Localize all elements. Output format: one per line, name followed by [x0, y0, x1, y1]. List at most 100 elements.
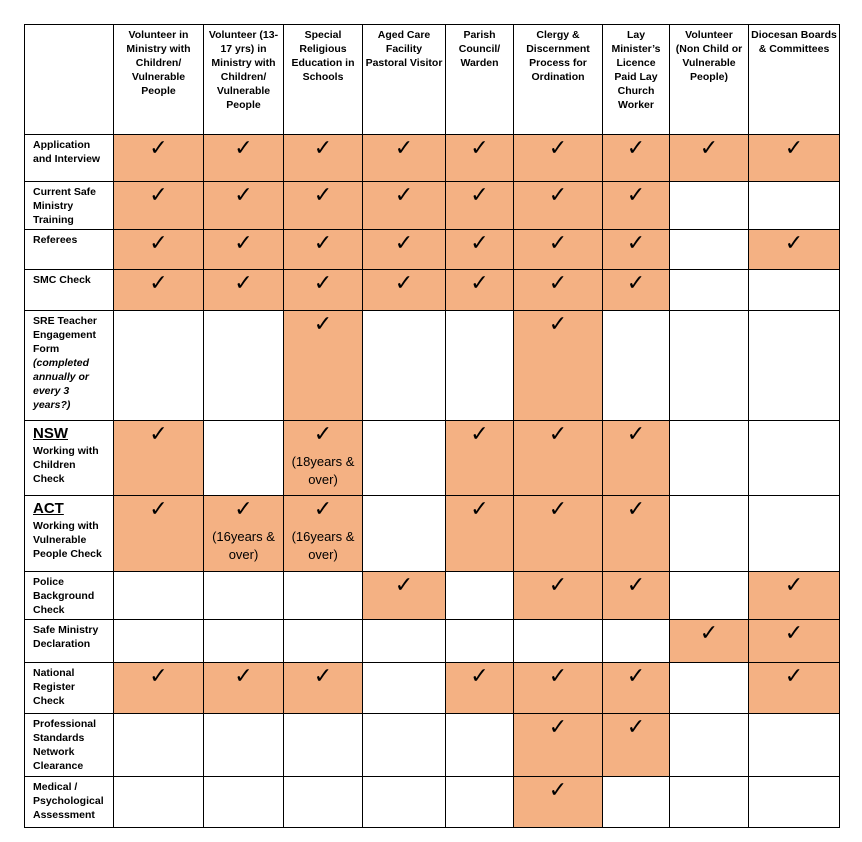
- column-header-label: Diocesan Boards & Committees: [751, 29, 837, 55]
- check-cell: [669, 662, 749, 714]
- check-cell: [203, 571, 284, 620]
- check-cell: ✓: [113, 269, 204, 311]
- column-header: Lay Minister’s Licence Paid Lay Church W…: [602, 24, 670, 135]
- check-cell: [203, 713, 284, 777]
- checkmark-icon: ✓: [149, 497, 168, 522]
- checkmark-icon: ✓: [470, 271, 489, 296]
- table-row: Safe Ministry Declaration ✓ ✓: [24, 619, 840, 663]
- check-cell: [445, 571, 514, 620]
- check-cell: [669, 571, 749, 620]
- check-cell: [113, 571, 204, 620]
- table-row: NSW Working with Children Check ✓ ✓ (18years…: [24, 420, 840, 496]
- checkmark-icon: ✓: [548, 664, 568, 689]
- checkmark-icon: ✓: [626, 271, 646, 296]
- check-cell: ✓: [203, 134, 284, 182]
- check-cell: [669, 420, 749, 496]
- row-header: Current Safe Ministry Training: [24, 181, 114, 230]
- table-row: Professional Standards Network Clearance…: [24, 713, 840, 777]
- check-cell: ✓: [113, 181, 204, 230]
- check-cell: [445, 776, 514, 828]
- row-header: Professional Standards Network Clearance: [24, 713, 114, 777]
- check-cell: ✓: [513, 310, 603, 421]
- check-cell: ✓: [513, 134, 603, 182]
- checkmark-icon: ✓: [699, 621, 719, 646]
- check-cell: ✓: [602, 420, 670, 496]
- check-cell: ✓: [445, 269, 514, 311]
- check-cell: [748, 420, 840, 496]
- row-note: (completed annually or every 3 years?): [33, 357, 90, 411]
- checkmark-icon: ✓: [149, 422, 168, 447]
- table-row: Application and Interview ✓ ✓ ✓ ✓ ✓ ✓ ✓ ✓ ✓: [24, 134, 840, 182]
- check-cell: ✓: [669, 619, 749, 663]
- checkmark-icon: ✓: [313, 664, 333, 689]
- check-cell: [362, 310, 446, 421]
- column-header-label: Volunteer (13-17 yrs) in Ministry with C…: [208, 29, 279, 111]
- checkmark-icon: ✓: [626, 664, 646, 689]
- check-cell: [748, 310, 840, 421]
- check-cell: [362, 420, 446, 496]
- check-cell: ✓: [362, 571, 446, 620]
- checkmark-icon: ✓: [313, 312, 333, 337]
- column-header: Volunteer (Non Child or Vulnerable Peopl…: [669, 24, 749, 135]
- checkmark-icon: ✓: [548, 497, 568, 522]
- check-cell: ✓: [362, 229, 446, 270]
- checkmark-icon: ✓: [234, 271, 253, 296]
- row-label: SMC Check: [33, 274, 91, 286]
- check-cell: ✓: [748, 134, 840, 182]
- check-cell: [445, 619, 514, 663]
- check-cell: ✓: [113, 495, 204, 572]
- check-cell: [748, 181, 840, 230]
- row-label: Application and Interview: [33, 139, 101, 165]
- state-label: ACT: [33, 500, 64, 517]
- check-cell: ✓: [513, 713, 603, 777]
- header-row: Volunteer in Ministry with Children/ Vul…: [24, 24, 840, 135]
- check-cell: ✓: [602, 134, 670, 182]
- check-cell: ✓: [362, 181, 446, 230]
- check-cell: ✓: [113, 134, 204, 182]
- checkmark-icon: ✓: [548, 715, 568, 740]
- row-header: National Register Check: [24, 662, 114, 714]
- row-header: ACT Working with Vulnerable People Check: [24, 495, 114, 572]
- checkmark-icon: ✓: [313, 183, 333, 208]
- cell-note: (16years & over): [291, 529, 355, 562]
- check-cell: [113, 776, 204, 828]
- check-cell: ✓: [283, 181, 363, 230]
- check-cell: [669, 776, 749, 828]
- checkmark-icon: ✓: [626, 422, 646, 447]
- row-header: Referees: [24, 229, 114, 270]
- checkmark-icon: ✓: [234, 183, 253, 208]
- check-cell: [203, 619, 284, 663]
- checkmark-icon: ✓: [313, 497, 333, 522]
- check-cell: ✓: [602, 229, 670, 270]
- row-label: National Register Check: [33, 667, 76, 707]
- checkmark-icon: ✓: [394, 183, 414, 208]
- check-cell: ✓: [602, 181, 670, 230]
- check-cell: ✓: [748, 571, 840, 620]
- checkmark-icon: ✓: [149, 183, 168, 208]
- checkmark-icon: ✓: [626, 497, 646, 522]
- check-cell: ✓: [203, 269, 284, 311]
- checkmark-icon: ✓: [626, 136, 646, 161]
- checkmark-icon: ✓: [149, 231, 168, 256]
- row-label: Medical / Psychological Assessment: [33, 781, 104, 821]
- row-header: Safe Ministry Declaration: [24, 619, 114, 663]
- table-row: National Register Check ✓ ✓ ✓ ✓ ✓ ✓ ✓: [24, 662, 840, 714]
- checkmark-icon: ✓: [784, 573, 804, 598]
- check-cell: ✓: [513, 662, 603, 714]
- check-cell: [113, 310, 204, 421]
- check-cell: ✓: [113, 662, 204, 714]
- check-cell: [362, 495, 446, 572]
- checkmark-icon: ✓: [699, 136, 719, 161]
- column-header: Special Religious Education in Schools: [283, 24, 363, 135]
- checkmark-icon: ✓: [470, 231, 489, 256]
- check-cell: ✓: [513, 495, 603, 572]
- check-cell: [283, 713, 363, 777]
- check-cell: [602, 776, 670, 828]
- check-cell: ✓ (18years & over): [283, 420, 363, 496]
- check-cell: [669, 181, 749, 230]
- check-cell: ✓: [748, 662, 840, 714]
- check-cell: [283, 571, 363, 620]
- check-cell: ✓: [445, 181, 514, 230]
- row-header: Police Background Check: [24, 571, 114, 620]
- check-cell: ✓: [748, 619, 840, 663]
